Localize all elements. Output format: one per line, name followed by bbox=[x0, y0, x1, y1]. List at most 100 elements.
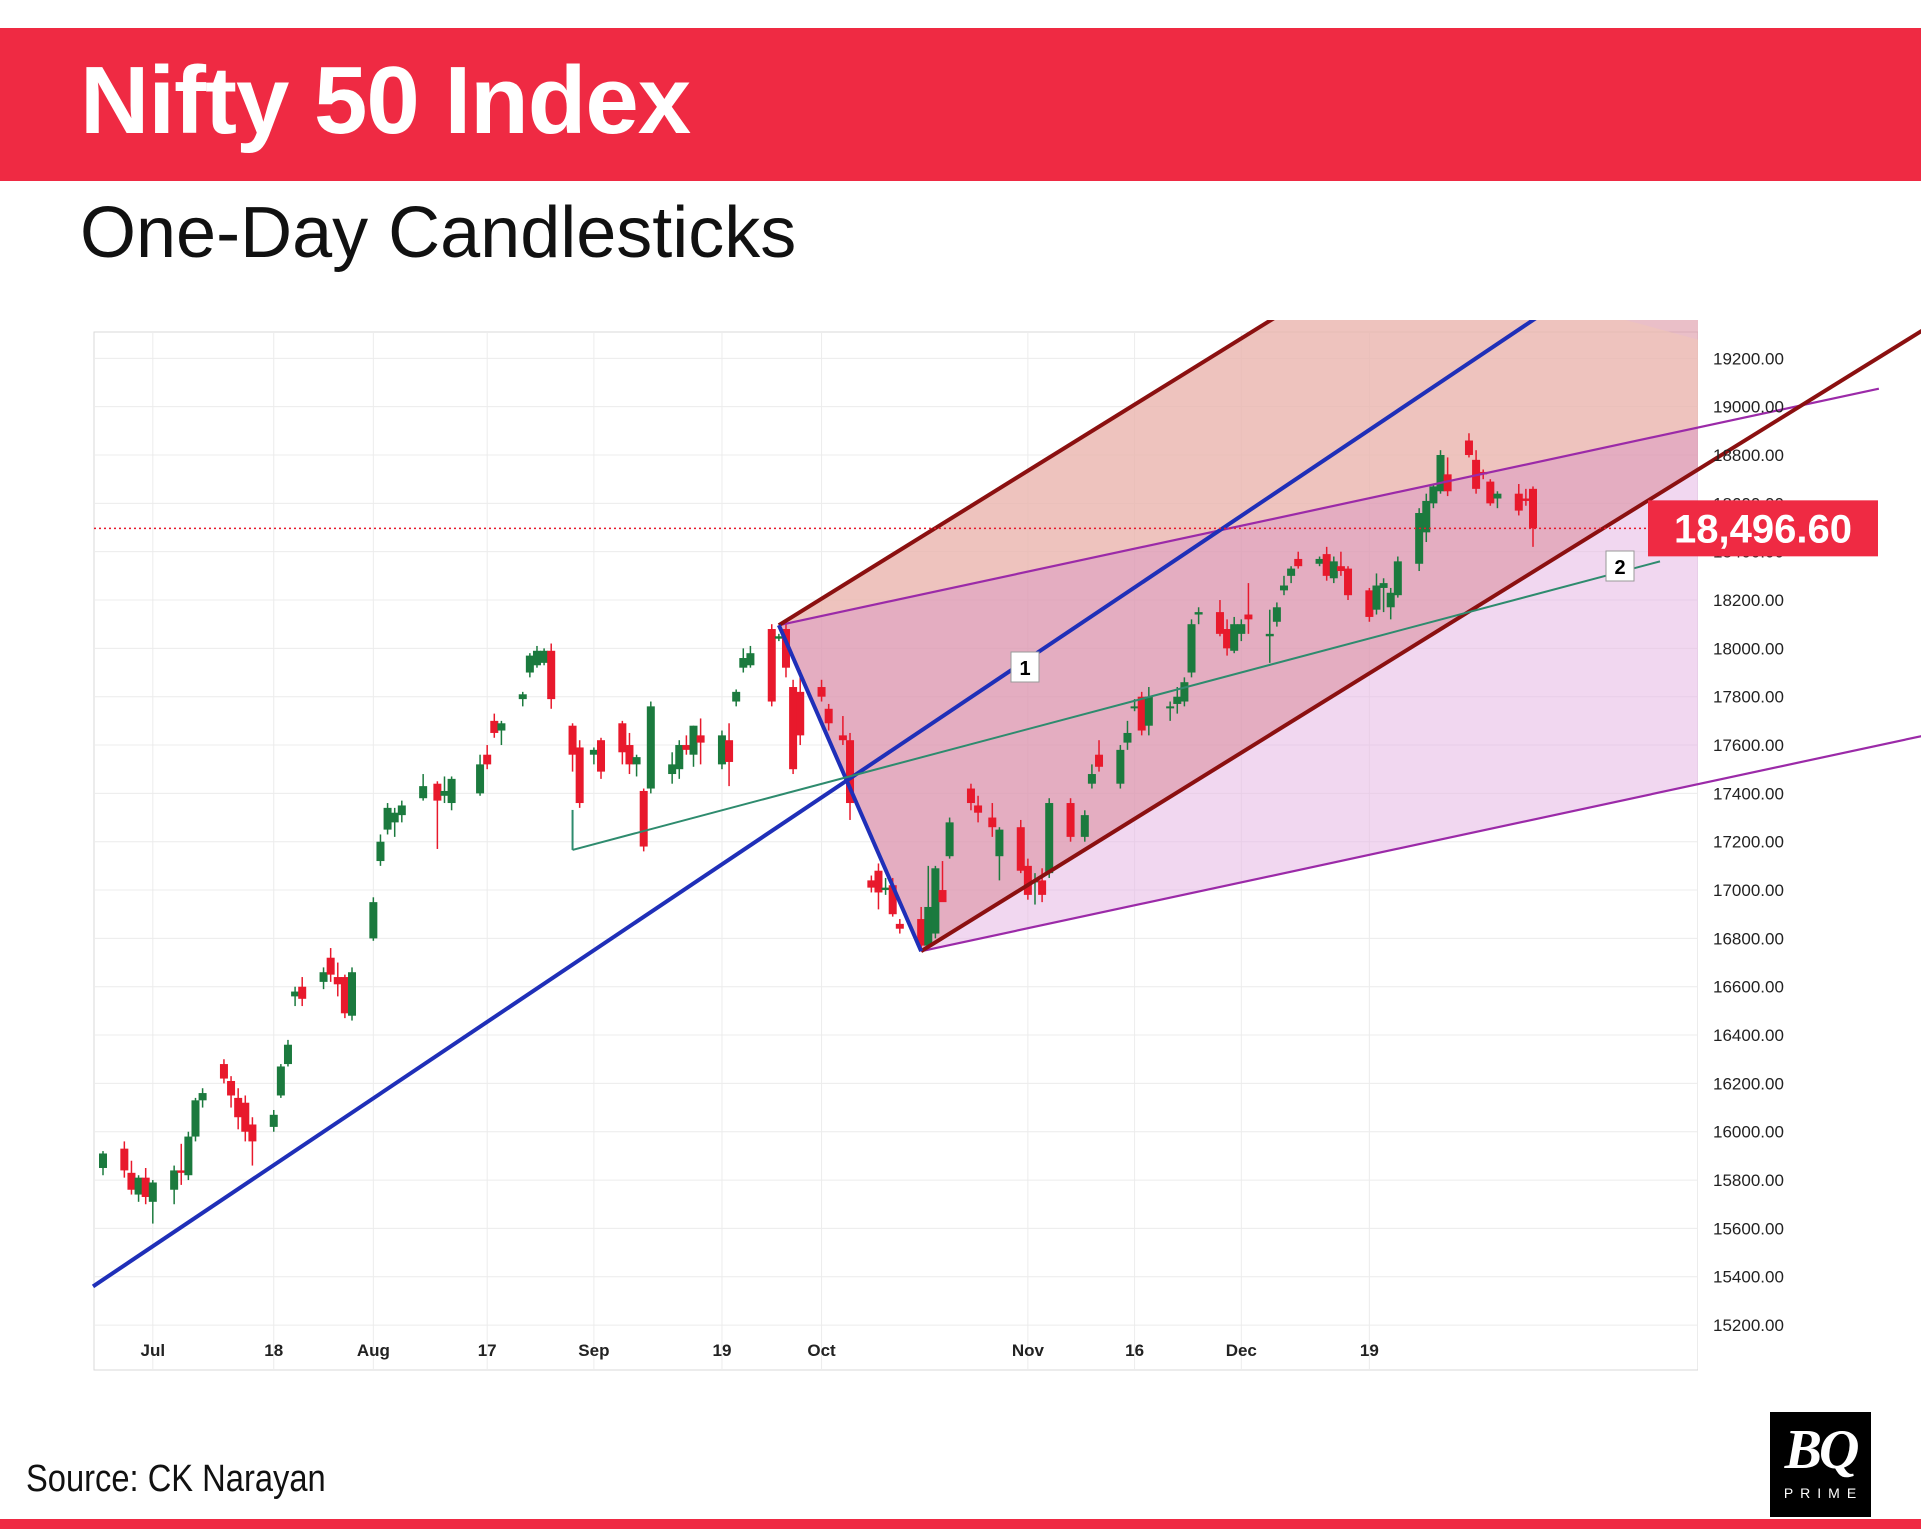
candle bbox=[1315, 556, 1324, 567]
line-1-label: 1 bbox=[1019, 658, 1030, 680]
candle bbox=[597, 737, 606, 779]
candle bbox=[838, 716, 847, 746]
red-upper-line bbox=[777, 320, 1275, 627]
candle-body bbox=[141, 1177, 150, 1197]
candle bbox=[319, 967, 328, 990]
candle-body bbox=[191, 1100, 200, 1137]
candle-body bbox=[597, 740, 606, 772]
candle bbox=[269, 1109, 278, 1132]
x-tick-label: Jul bbox=[141, 1341, 166, 1360]
candle-body bbox=[1422, 500, 1431, 533]
y-tick-label: 16200.00 bbox=[1713, 1074, 1784, 1093]
candle bbox=[1344, 566, 1353, 601]
candle-body bbox=[369, 902, 378, 939]
candle bbox=[227, 1076, 236, 1108]
candle-body bbox=[234, 1097, 243, 1118]
candle-body bbox=[867, 880, 876, 888]
candle-body bbox=[675, 745, 684, 770]
y-tick-label: 15800.00 bbox=[1713, 1171, 1784, 1190]
candle bbox=[689, 725, 698, 767]
candle bbox=[632, 754, 641, 777]
candle-body bbox=[433, 783, 442, 801]
candle bbox=[1429, 484, 1438, 509]
candle-body bbox=[874, 870, 883, 893]
candle bbox=[1386, 587, 1395, 620]
candle bbox=[1422, 493, 1431, 543]
candle bbox=[291, 986, 300, 1007]
candle-body bbox=[1137, 696, 1146, 731]
candle-body bbox=[1386, 592, 1395, 608]
candle bbox=[1322, 546, 1331, 581]
logo-mark: BQ bbox=[1784, 1419, 1860, 1481]
candle-body bbox=[1016, 827, 1025, 871]
candle-body bbox=[732, 691, 741, 702]
candle bbox=[725, 723, 734, 787]
candle bbox=[1493, 491, 1502, 509]
pitchfork-channels bbox=[778, 320, 1921, 1380]
candle-body bbox=[1436, 455, 1445, 492]
candle-body bbox=[1066, 803, 1075, 837]
candle bbox=[1514, 484, 1523, 516]
y-tick-label: 15400.00 bbox=[1713, 1268, 1784, 1287]
candle bbox=[575, 740, 584, 808]
candle-body bbox=[1443, 474, 1452, 492]
candle-body bbox=[1187, 624, 1196, 673]
red-lower-line bbox=[920, 328, 1921, 953]
top-margin bbox=[0, 0, 1921, 28]
candle-body bbox=[397, 805, 406, 816]
candle bbox=[1173, 687, 1182, 714]
candle-body bbox=[682, 745, 691, 750]
candle-body bbox=[881, 887, 890, 891]
candle bbox=[1521, 488, 1530, 506]
candle bbox=[668, 752, 677, 784]
candle bbox=[966, 783, 975, 811]
candle-body bbox=[767, 629, 776, 702]
candle bbox=[1166, 701, 1175, 721]
x-tick-label: Sep bbox=[578, 1341, 609, 1360]
candle bbox=[99, 1151, 107, 1176]
candle bbox=[497, 720, 506, 746]
candle bbox=[1116, 745, 1125, 789]
candle-body bbox=[774, 636, 783, 639]
line-2-label: 2 bbox=[1614, 557, 1625, 579]
blue-trendline bbox=[91, 320, 1537, 1289]
candle-body bbox=[646, 706, 655, 789]
candle bbox=[540, 648, 549, 666]
candle bbox=[1223, 619, 1232, 656]
candle-body bbox=[483, 754, 492, 765]
last-price-marker: 18,496.60 bbox=[94, 500, 1878, 557]
candle-body bbox=[1038, 880, 1047, 895]
y-tick-label: 15200.00 bbox=[1713, 1316, 1784, 1335]
y-tick-label: 17400.00 bbox=[1713, 784, 1784, 803]
candle-body bbox=[966, 788, 975, 804]
candle-body bbox=[490, 720, 499, 733]
candle bbox=[433, 781, 442, 849]
y-tick-label: 17800.00 bbox=[1713, 688, 1784, 707]
x-tick-label: Oct bbox=[807, 1341, 836, 1360]
candle-body bbox=[518, 694, 527, 700]
candle-body bbox=[1080, 815, 1089, 837]
candle-body bbox=[1279, 585, 1288, 591]
candle bbox=[1415, 508, 1424, 572]
upper-channel-fill bbox=[778, 320, 1879, 626]
candle bbox=[1215, 600, 1224, 637]
candle-body bbox=[781, 629, 790, 668]
candle-body bbox=[170, 1170, 179, 1190]
candle-body bbox=[1116, 749, 1125, 784]
candle-body bbox=[689, 725, 698, 755]
candle bbox=[1436, 450, 1445, 494]
candle bbox=[675, 740, 684, 779]
axis-mask bbox=[1698, 320, 1921, 1380]
candle-body bbox=[1294, 558, 1303, 567]
candle-body bbox=[291, 991, 300, 997]
candle bbox=[618, 720, 627, 765]
candle bbox=[383, 803, 392, 835]
candle bbox=[796, 670, 805, 746]
candle-body bbox=[988, 817, 997, 828]
candle bbox=[1464, 433, 1473, 458]
candle bbox=[1244, 583, 1253, 634]
candle bbox=[348, 967, 357, 1021]
candle bbox=[198, 1088, 207, 1108]
candle-body bbox=[525, 655, 534, 673]
purple-lower-line bbox=[920, 735, 1921, 953]
